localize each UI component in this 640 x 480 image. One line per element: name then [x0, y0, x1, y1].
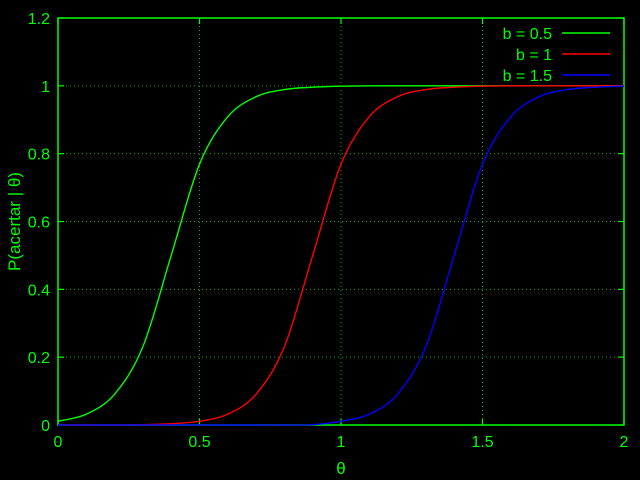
y-tick-label: 0.8 [28, 147, 50, 164]
y-axis-title: P(acertar | θ) [5, 172, 24, 271]
legend-label: b = 0.5 [503, 26, 552, 43]
x-tick-label: 0.5 [188, 434, 210, 451]
legend-label: b = 1 [516, 47, 552, 64]
y-tick-label: 1.2 [28, 11, 50, 28]
x-tick-label: 1 [337, 434, 346, 451]
series-lines [57, 85, 625, 426]
legend: b = 0.5 b = 1 b = 1.5 [503, 26, 610, 85]
y-tick-label: 0.2 [28, 350, 50, 367]
series-line-3 [57, 85, 625, 426]
tick-labels: 0 0.5 1 1.5 2 0 0.2 0.4 0.6 0.8 1 1.2 [28, 11, 629, 451]
y-tick-label: 1 [41, 79, 50, 96]
y-tick-label: 0 [41, 418, 50, 435]
legend-label: b = 1.5 [503, 68, 552, 85]
x-tick-label: 1.5 [471, 434, 493, 451]
x-axis-title: θ [336, 459, 345, 478]
x-tick-label: 2 [620, 434, 629, 451]
y-tick-label: 0.4 [28, 282, 50, 299]
x-tick-label: 0 [54, 434, 63, 451]
y-tick-label: 0.6 [28, 215, 50, 232]
